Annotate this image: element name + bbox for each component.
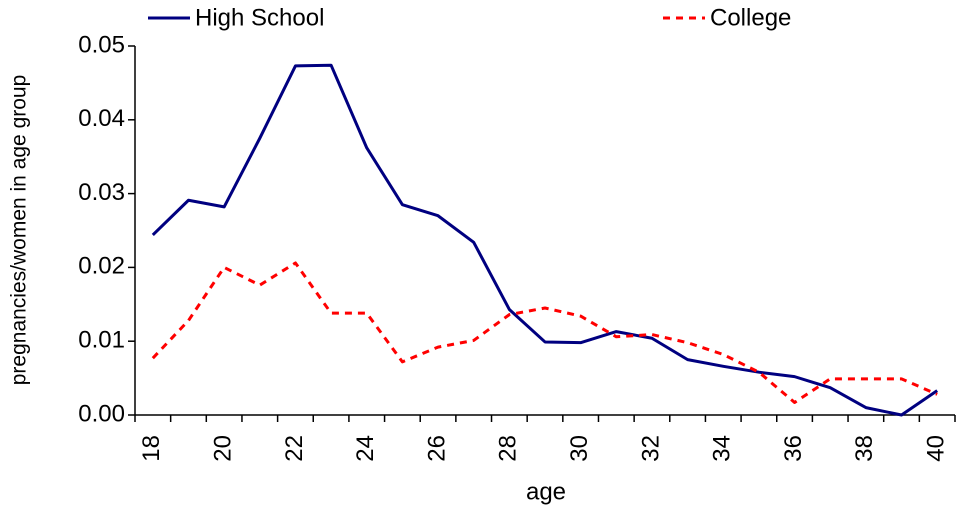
x-tick-label: 38: [851, 435, 878, 462]
legend-label: College: [710, 4, 791, 31]
x-tick-label: 28: [495, 435, 522, 462]
series-line: [151, 261, 938, 404]
x-tick-label: 40: [923, 435, 950, 462]
x-tick-label: 24: [352, 435, 379, 462]
y-tick-label: 0.03: [78, 179, 125, 206]
legend-label: High School: [195, 4, 324, 31]
x-tick-label: 32: [637, 435, 664, 462]
x-axis-title: age: [526, 478, 566, 505]
x-tick-label: 34: [709, 435, 736, 462]
y-tick-label: 0.00: [78, 400, 125, 427]
x-tick-label: 26: [423, 435, 450, 462]
y-axis-title: pregnancies/women in age group: [8, 75, 31, 386]
x-tick-label: 22: [281, 435, 308, 462]
y-tick-label: 0.02: [78, 253, 125, 280]
x-tick-label: 30: [566, 435, 593, 462]
y-tick-label: 0.04: [78, 105, 125, 132]
y-tick-label: 0.01: [78, 327, 125, 354]
x-tick-label: 20: [209, 435, 236, 462]
y-tick-label: 0.05: [78, 31, 125, 58]
x-tick-label: 36: [780, 435, 807, 462]
series-line: [151, 63, 939, 417]
x-tick-label: 18: [138, 435, 165, 462]
